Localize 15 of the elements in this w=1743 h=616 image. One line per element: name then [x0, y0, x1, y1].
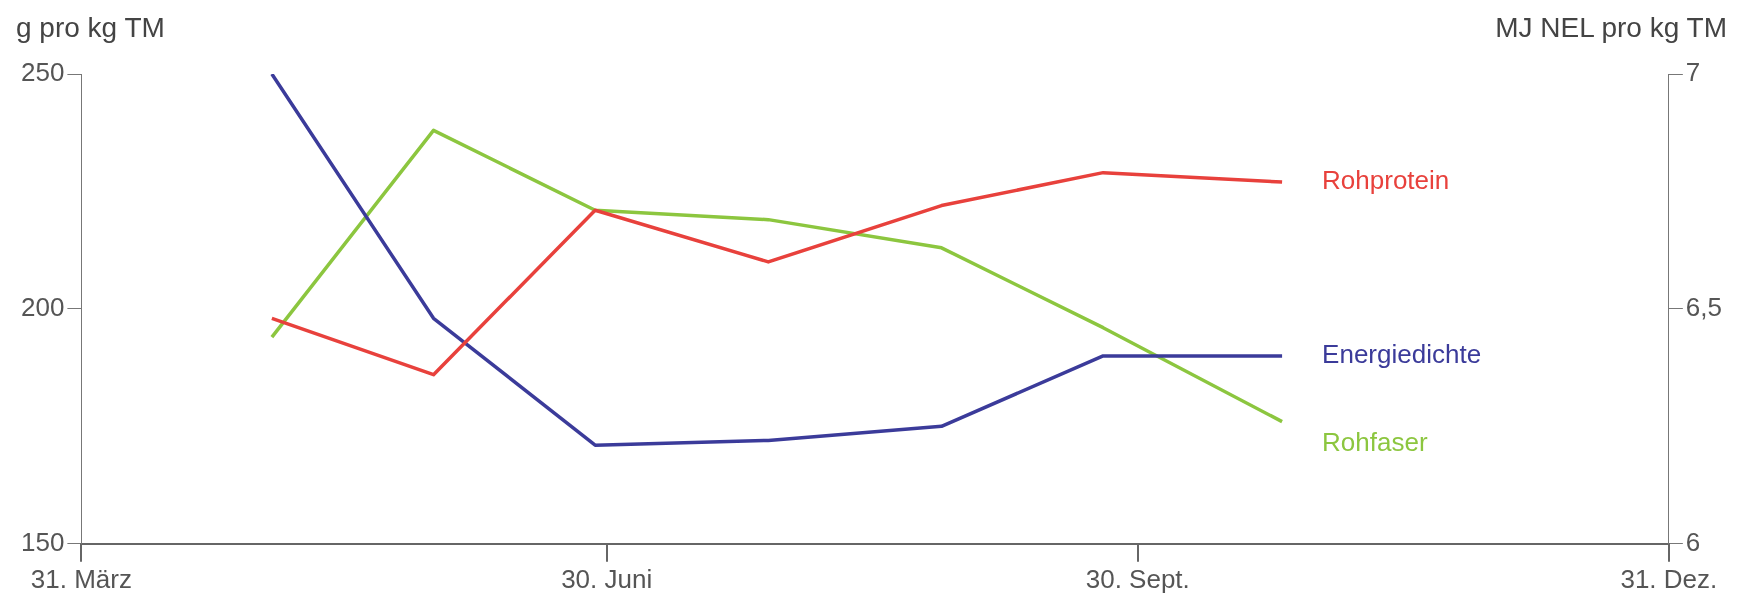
y-axis-title: g pro kg TM	[16, 12, 165, 44]
series-label: Rohprotein	[1322, 165, 1450, 196]
series-label: Rohfaser	[1322, 426, 1428, 457]
y-tick-label: 250	[20, 57, 65, 88]
y2-tick-label: 6	[1685, 526, 1701, 557]
y2-tick-label: 7	[1685, 57, 1701, 88]
y-tick-label: 200	[20, 292, 65, 323]
x-tick-label: 31. Dez.	[1620, 563, 1718, 594]
y2-axis-title: MJ NEL pro kg TM	[1495, 12, 1727, 44]
x-tick-label: 30. Sept.	[1085, 563, 1190, 594]
series-label: Energiedichte	[1322, 339, 1482, 370]
x-tick-label: 30. Juni	[561, 563, 653, 594]
x-tick-label: 31. März	[30, 563, 132, 594]
y2-tick-label: 6,5	[1685, 292, 1723, 323]
y-tick-label: 150	[20, 526, 65, 557]
